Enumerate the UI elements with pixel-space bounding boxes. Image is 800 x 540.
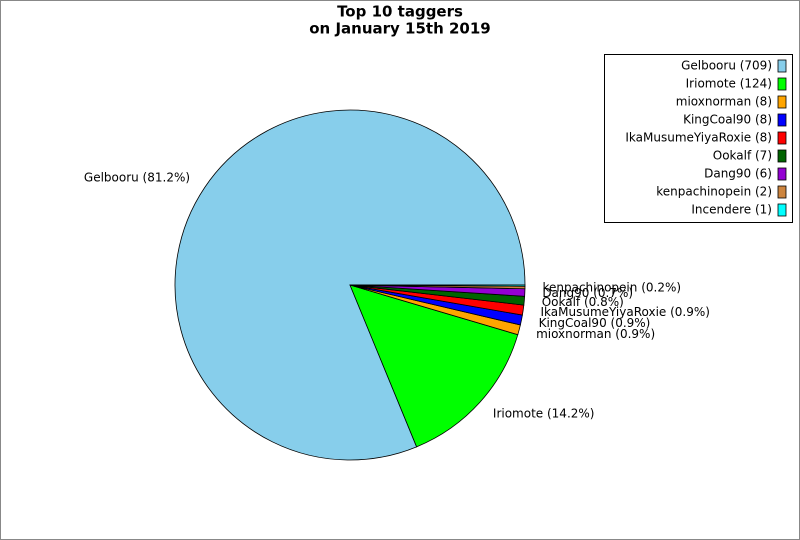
chart-title: Top 10 taggers <box>337 3 463 21</box>
legend-label: Gelbooru (709) <box>681 59 772 73</box>
slice-label: Ookalf (0.8%) <box>542 295 624 309</box>
slice-label: IkaMusumeYiyaRoxie (0.9%) <box>541 305 710 319</box>
pie-slice <box>349 284 526 287</box>
legend-swatch <box>777 113 787 127</box>
legend-label: IkaMusumeYiyaRoxie (8) <box>625 131 772 145</box>
slice-label: KingCoal90 (0.9%) <box>539 316 651 330</box>
legend-label: Iriomote (124) <box>686 77 772 91</box>
legend-swatch <box>777 131 787 145</box>
legend-label: Ookalf (7) <box>713 149 772 163</box>
legend-swatch <box>777 77 787 91</box>
slice-label: Gelbooru (81.2%) <box>84 170 190 184</box>
legend-label: Incendere (1) <box>691 203 772 217</box>
slice-label: Dang90 (0.7%) <box>542 286 633 300</box>
legend-swatch <box>777 167 787 181</box>
slice-label: mioxnorman (0.9%) <box>536 327 655 341</box>
legend-box <box>604 54 793 223</box>
legend-label: KingCoal90 (8) <box>683 113 772 127</box>
legend-label: mioxnorman (8) <box>676 95 772 109</box>
legend-swatch <box>777 149 787 163</box>
legend-swatch <box>777 59 787 73</box>
chart-title: on January 15th 2019 <box>309 20 490 38</box>
slice-label: kenpachinopein (0.2%) <box>542 280 681 294</box>
legend-swatch <box>777 203 787 217</box>
pie-slice <box>349 284 519 448</box>
legend-swatch <box>777 185 787 199</box>
legend-label: kenpachinopein (2) <box>656 185 772 199</box>
legend-swatch <box>777 95 787 109</box>
slice-label: Iriomote (14.2%) <box>493 406 595 420</box>
legend-label: Dang90 (6) <box>704 167 772 181</box>
